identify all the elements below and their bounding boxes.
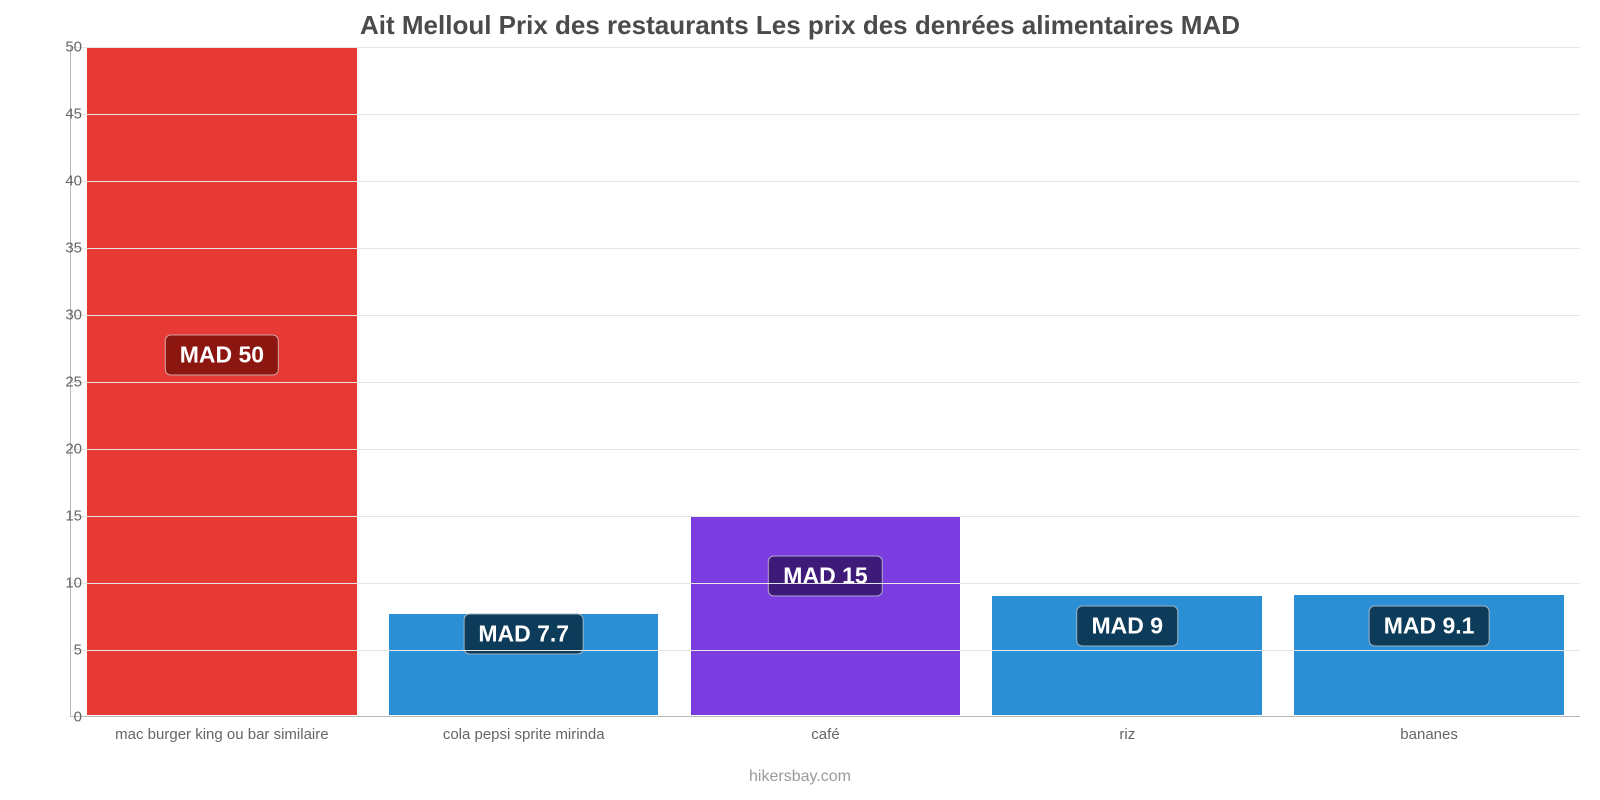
grid-line [71, 650, 1580, 651]
y-tick-label: 30 [32, 307, 82, 324]
chart-footer: hikersbay.com [0, 768, 1600, 786]
grid-line [71, 382, 1580, 383]
y-tick-label: 10 [32, 575, 82, 592]
value-badge: MAD 15 [768, 556, 882, 597]
y-tick-label: 15 [32, 508, 82, 525]
price-bar-chart: Ait Melloul Prix des restaurants Les pri… [0, 0, 1600, 800]
y-tick-label: 20 [32, 441, 82, 458]
category-label: riz [1119, 726, 1135, 743]
category-label: cola pepsi sprite mirinda [443, 726, 605, 743]
value-badge: MAD 7.7 [463, 613, 584, 654]
value-badge: MAD 9 [1077, 605, 1179, 646]
plot-area: MAD 50mac burger king ou bar similaireMA… [70, 47, 1580, 717]
y-tick-label: 35 [32, 240, 82, 257]
bar [86, 46, 358, 716]
category-label: mac burger king ou bar similaire [115, 726, 328, 743]
value-badge: MAD 9.1 [1369, 605, 1490, 646]
grid-line [71, 583, 1580, 584]
y-tick-label: 5 [32, 642, 82, 659]
grid-line [71, 181, 1580, 182]
category-label: café [811, 726, 839, 743]
grid-line [71, 47, 1580, 48]
bar [690, 515, 962, 716]
chart-title: Ait Melloul Prix des restaurants Les pri… [0, 10, 1600, 41]
value-badge: MAD 50 [165, 335, 279, 376]
grid-line [71, 315, 1580, 316]
y-tick-label: 0 [32, 709, 82, 726]
grid-line [71, 516, 1580, 517]
category-label: bananes [1400, 726, 1458, 743]
y-tick-label: 50 [32, 39, 82, 56]
grid-line [71, 449, 1580, 450]
grid-line [71, 114, 1580, 115]
y-tick-label: 25 [32, 374, 82, 391]
grid-line [71, 248, 1580, 249]
y-tick-label: 45 [32, 106, 82, 123]
y-tick-label: 40 [32, 173, 82, 190]
